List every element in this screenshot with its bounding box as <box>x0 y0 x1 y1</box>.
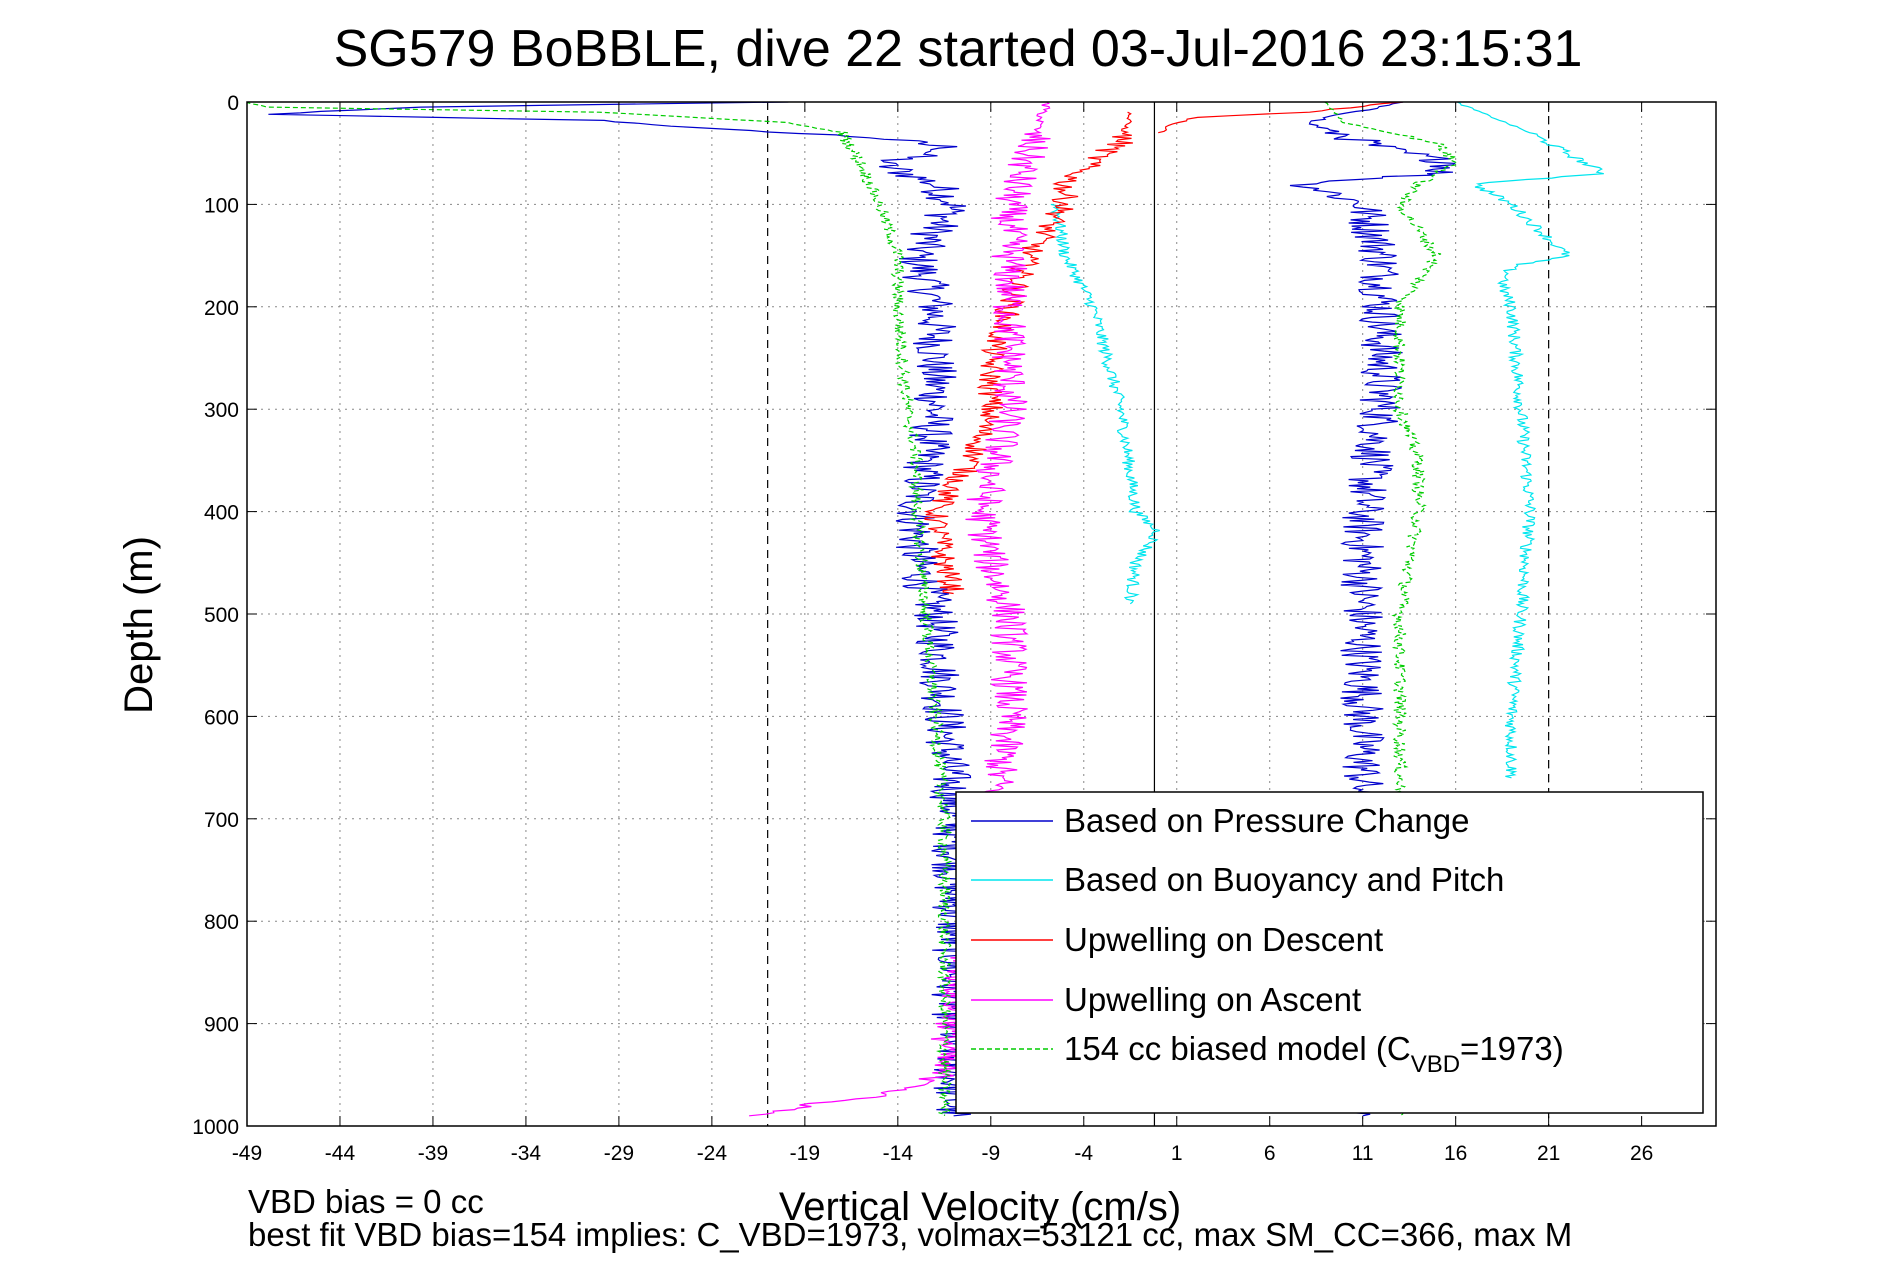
legend-label: Based on Buoyancy and Pitch <box>1064 861 1504 898</box>
y-tick-label: 300 <box>204 399 239 422</box>
y-axis-label: Depth (m) <box>117 536 161 714</box>
y-tick-label: 800 <box>204 911 239 934</box>
x-tick-label: 21 <box>1537 1142 1560 1165</box>
x-axis-ticks: -49 -44 -39 -34 -29 -24 -19 -14 -9 -4 1 6 11 16 21 26 <box>232 102 1653 1165</box>
vbd-bias-note: VBD bias = 0 cc <box>248 1183 484 1220</box>
y-tick-label: 600 <box>204 706 239 729</box>
series-line <box>268 102 977 1117</box>
x-tick-label: -14 <box>883 1142 914 1165</box>
y-tick-label: 900 <box>204 1014 239 1037</box>
series-line <box>1158 102 1404 134</box>
legend-label: Based on Pressure Change <box>1064 802 1469 839</box>
x-axis-label: Vertical Velocity (cm/s) <box>779 1185 1181 1229</box>
series-upwelling-on-descent <box>923 102 1404 595</box>
x-tick-label: -9 <box>981 1142 1000 1165</box>
x-tick-label: -44 <box>325 1142 356 1165</box>
x-tick-label: -4 <box>1074 1142 1093 1165</box>
y-tick-label: 0 <box>227 92 239 115</box>
series-line <box>1456 102 1604 779</box>
y-tick-label: 500 <box>204 604 239 627</box>
series-line <box>1049 203 1160 605</box>
y-axis-ticks: 0 100 200 300 400 500 600 700 800 900 1000 <box>192 92 1716 1139</box>
y-tick-label: 1000 <box>192 1116 239 1139</box>
x-tick-label: -29 <box>604 1142 634 1165</box>
x-tick-label: 11 <box>1352 1142 1374 1165</box>
x-tick-label: 16 <box>1444 1142 1467 1165</box>
chart-title: SG579 BoBBLE, dive 22 started 03-Jul-201… <box>334 20 1583 78</box>
x-tick-label: 1 <box>1171 1142 1183 1165</box>
series-based-on-buoyancy-and-pitch <box>1049 102 1604 779</box>
y-tick-label: 100 <box>204 194 239 217</box>
x-tick-label: 6 <box>1264 1142 1276 1165</box>
best-fit-note: best fit VBD bias=154 implies: C_VBD=197… <box>248 1216 1572 1253</box>
x-tick-label: -24 <box>697 1142 728 1165</box>
x-tick-label: -19 <box>790 1142 820 1165</box>
x-tick-label: -34 <box>511 1142 542 1165</box>
series-line <box>247 102 953 1117</box>
x-tick-label: 26 <box>1630 1142 1653 1165</box>
series-line <box>923 111 1133 595</box>
legend-label: 154 cc biased model (CVBD=1973) <box>1064 1030 1564 1078</box>
x-tick-label: -49 <box>232 1142 262 1165</box>
y-tick-label: 400 <box>204 502 239 525</box>
legend: Based on Pressure Change Based on Buoyanc… <box>955 791 1704 1114</box>
y-tick-label: 200 <box>204 297 239 320</box>
legend-box <box>955 791 1704 1114</box>
legend-label: Upwelling on Ascent <box>1064 981 1361 1018</box>
legend-label: Upwelling on Descent <box>1064 921 1383 958</box>
y-tick-label: 700 <box>204 809 239 832</box>
x-tick-label: -39 <box>418 1142 448 1165</box>
